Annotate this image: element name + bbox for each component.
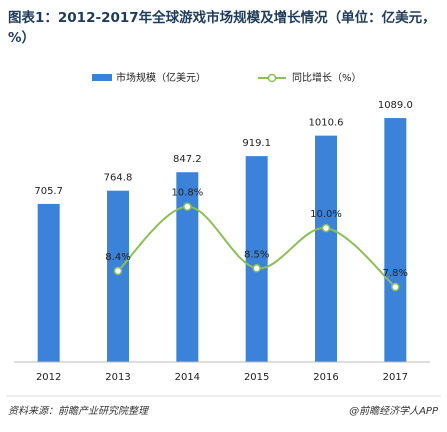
data-label: 764.8 bbox=[104, 173, 133, 184]
data-label: 1089.0 bbox=[378, 100, 413, 111]
legend-label: 市场规模（亿美元） bbox=[116, 71, 206, 84]
data-label: 10.0% bbox=[310, 209, 342, 220]
bar bbox=[176, 172, 199, 362]
brand: @前瞻经济学人APP bbox=[349, 405, 439, 417]
data-label: 7.8% bbox=[383, 268, 408, 279]
data-label: 1010.6 bbox=[309, 118, 344, 129]
data-label: 847.2 bbox=[173, 154, 202, 165]
legend-swatch bbox=[92, 74, 112, 81]
x-tick-label: 2014 bbox=[175, 372, 200, 383]
data-label: 705.7 bbox=[34, 186, 63, 197]
legend-swatch bbox=[267, 73, 277, 83]
bar bbox=[384, 118, 407, 363]
line-marker bbox=[391, 282, 400, 292]
bar bbox=[245, 156, 268, 362]
source: 资料来源：前瞻产业研究院整理 bbox=[8, 405, 150, 417]
x-tick-label: 2017 bbox=[383, 372, 408, 383]
legend-label: 同比增长（%） bbox=[292, 71, 362, 84]
data-label: 919.1 bbox=[242, 138, 271, 149]
data-label: 8.4% bbox=[105, 252, 130, 263]
line-marker bbox=[252, 264, 261, 273]
line-marker bbox=[321, 223, 331, 233]
x-tick-label: 2015 bbox=[244, 372, 269, 383]
data-label: 8.5% bbox=[244, 249, 269, 260]
line-marker bbox=[183, 202, 192, 211]
line-marker bbox=[113, 266, 123, 276]
bar bbox=[315, 135, 337, 362]
x-tick-label: 2012 bbox=[36, 372, 61, 383]
chart-title: 图表1：2012-2017年全球游戏市场规模及增长情况（单位：亿美元，%） bbox=[8, 10, 436, 46]
data-label: 10.8% bbox=[171, 188, 203, 199]
bar bbox=[107, 190, 129, 362]
x-tick-label: 2013 bbox=[105, 372, 130, 383]
x-tick-label: 2016 bbox=[313, 372, 338, 383]
bar bbox=[37, 203, 60, 362]
